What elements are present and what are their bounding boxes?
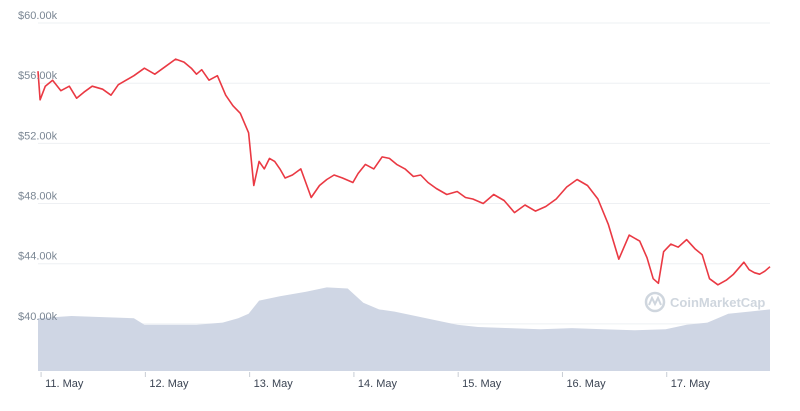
price-line [37,58,771,286]
x-tick-label-5: 16. May [566,378,606,390]
coinmarketcap-logo-icon [644,291,666,313]
x-axis-ticks: 11. May 12. May 13. May 14. May 15. May 16. M… [40,372,711,390]
coinmarketcap-watermark: CoinMarketCap [644,291,765,313]
price-line-layer [37,58,771,286]
x-tick-label-6: 17. May [671,378,711,390]
x-tick-label-3: 14. May [358,378,398,390]
watermark-text: CoinMarketCap [670,295,765,310]
y-tick-label-2: $48.00k [18,191,58,203]
y-tick-label-0: $40.00k [18,311,58,323]
y-tick-label-4: $56.00k [18,70,58,82]
gridlines [38,22,770,325]
y-axis-ticks: $40.00k $44.00k $48.00k $52.00k $56.00k $60.0… [18,10,58,323]
x-tick-label-1: 12. May [149,378,189,390]
volume-area-layer [38,287,770,371]
y-tick-label-1: $44.00k [18,251,58,263]
y-tick-label-5: $60.00k [18,10,58,22]
y-tick-label-3: $52.00k [18,130,58,142]
volume-area [38,287,770,371]
x-tick-label-4: 15. May [462,378,502,390]
x-tick-label-0: 11. May [45,378,84,390]
x-tick-label-2: 13. May [254,378,294,390]
